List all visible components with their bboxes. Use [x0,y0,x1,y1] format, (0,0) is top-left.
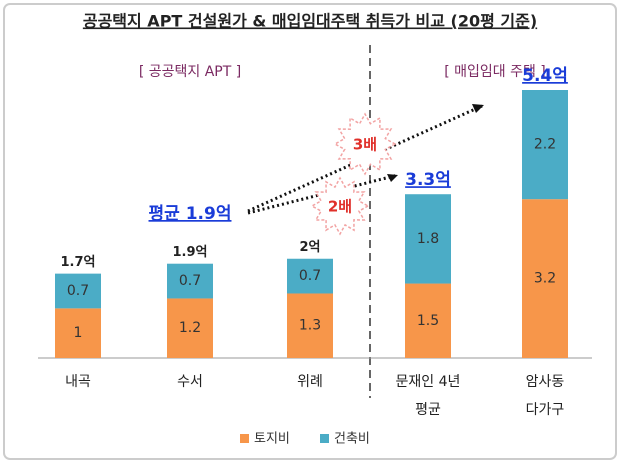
total-label: 1.7억 [61,255,96,270]
legend-label: 토지비 [254,432,290,447]
arrow-head [472,104,484,113]
segment-label: 0.7 [179,273,201,289]
starburst [310,176,370,236]
bar-segment [167,298,213,358]
bar-segment [287,258,333,294]
segment-label: 3.2 [534,271,556,287]
bar-segment [522,199,568,358]
ratio-label: 2배 [328,198,352,216]
section-label: [ 매입임대 주택 ] [444,64,546,80]
category-label: 내곡 [65,374,91,390]
segment-label: 0.7 [299,268,321,284]
bar-segment [167,263,213,299]
section-label: [ 공공택지 APT ] [139,64,241,80]
total-label: 5.4억 [522,66,568,86]
ratio-label: 3배 [353,136,377,154]
total-label: 2억 [299,240,320,255]
legend-label: 건축비 [334,432,370,447]
segment-label: 1.5 [417,313,439,329]
legend-swatch [320,434,329,443]
segment-label: 0.7 [67,283,89,299]
chart-title: 공공택지 APT 건설원가 & 매입임대주택 취득가 비교 (20평 기준) [83,12,537,31]
bar-segment [55,273,101,309]
bar-segment [287,293,333,358]
segment-label: 1.3 [299,318,321,334]
bar-segment [405,194,451,284]
segment-label: 1 [74,325,83,341]
category-label: 암사동 다가구 [525,374,565,418]
frame [3,3,617,460]
category-label: 수서 [177,374,203,390]
arrow-line [247,173,399,215]
arrow-head [387,174,398,182]
bar-segment [522,90,568,200]
bar-segment [405,283,451,358]
total-label: 1.9억 [173,245,208,260]
segment-label: 1.2 [179,320,201,336]
starburst [333,112,397,176]
average-label: 평균 1.9억 [149,204,232,224]
legend-swatch [240,434,249,443]
segment-label: 1.8 [417,231,439,247]
bar-segment [55,308,101,358]
category-label: 위례 [297,374,323,390]
category-label: 문재인 4년 평균 [395,374,461,418]
total-label: 3.3억 [405,170,451,190]
segment-label: 2.2 [534,137,556,153]
